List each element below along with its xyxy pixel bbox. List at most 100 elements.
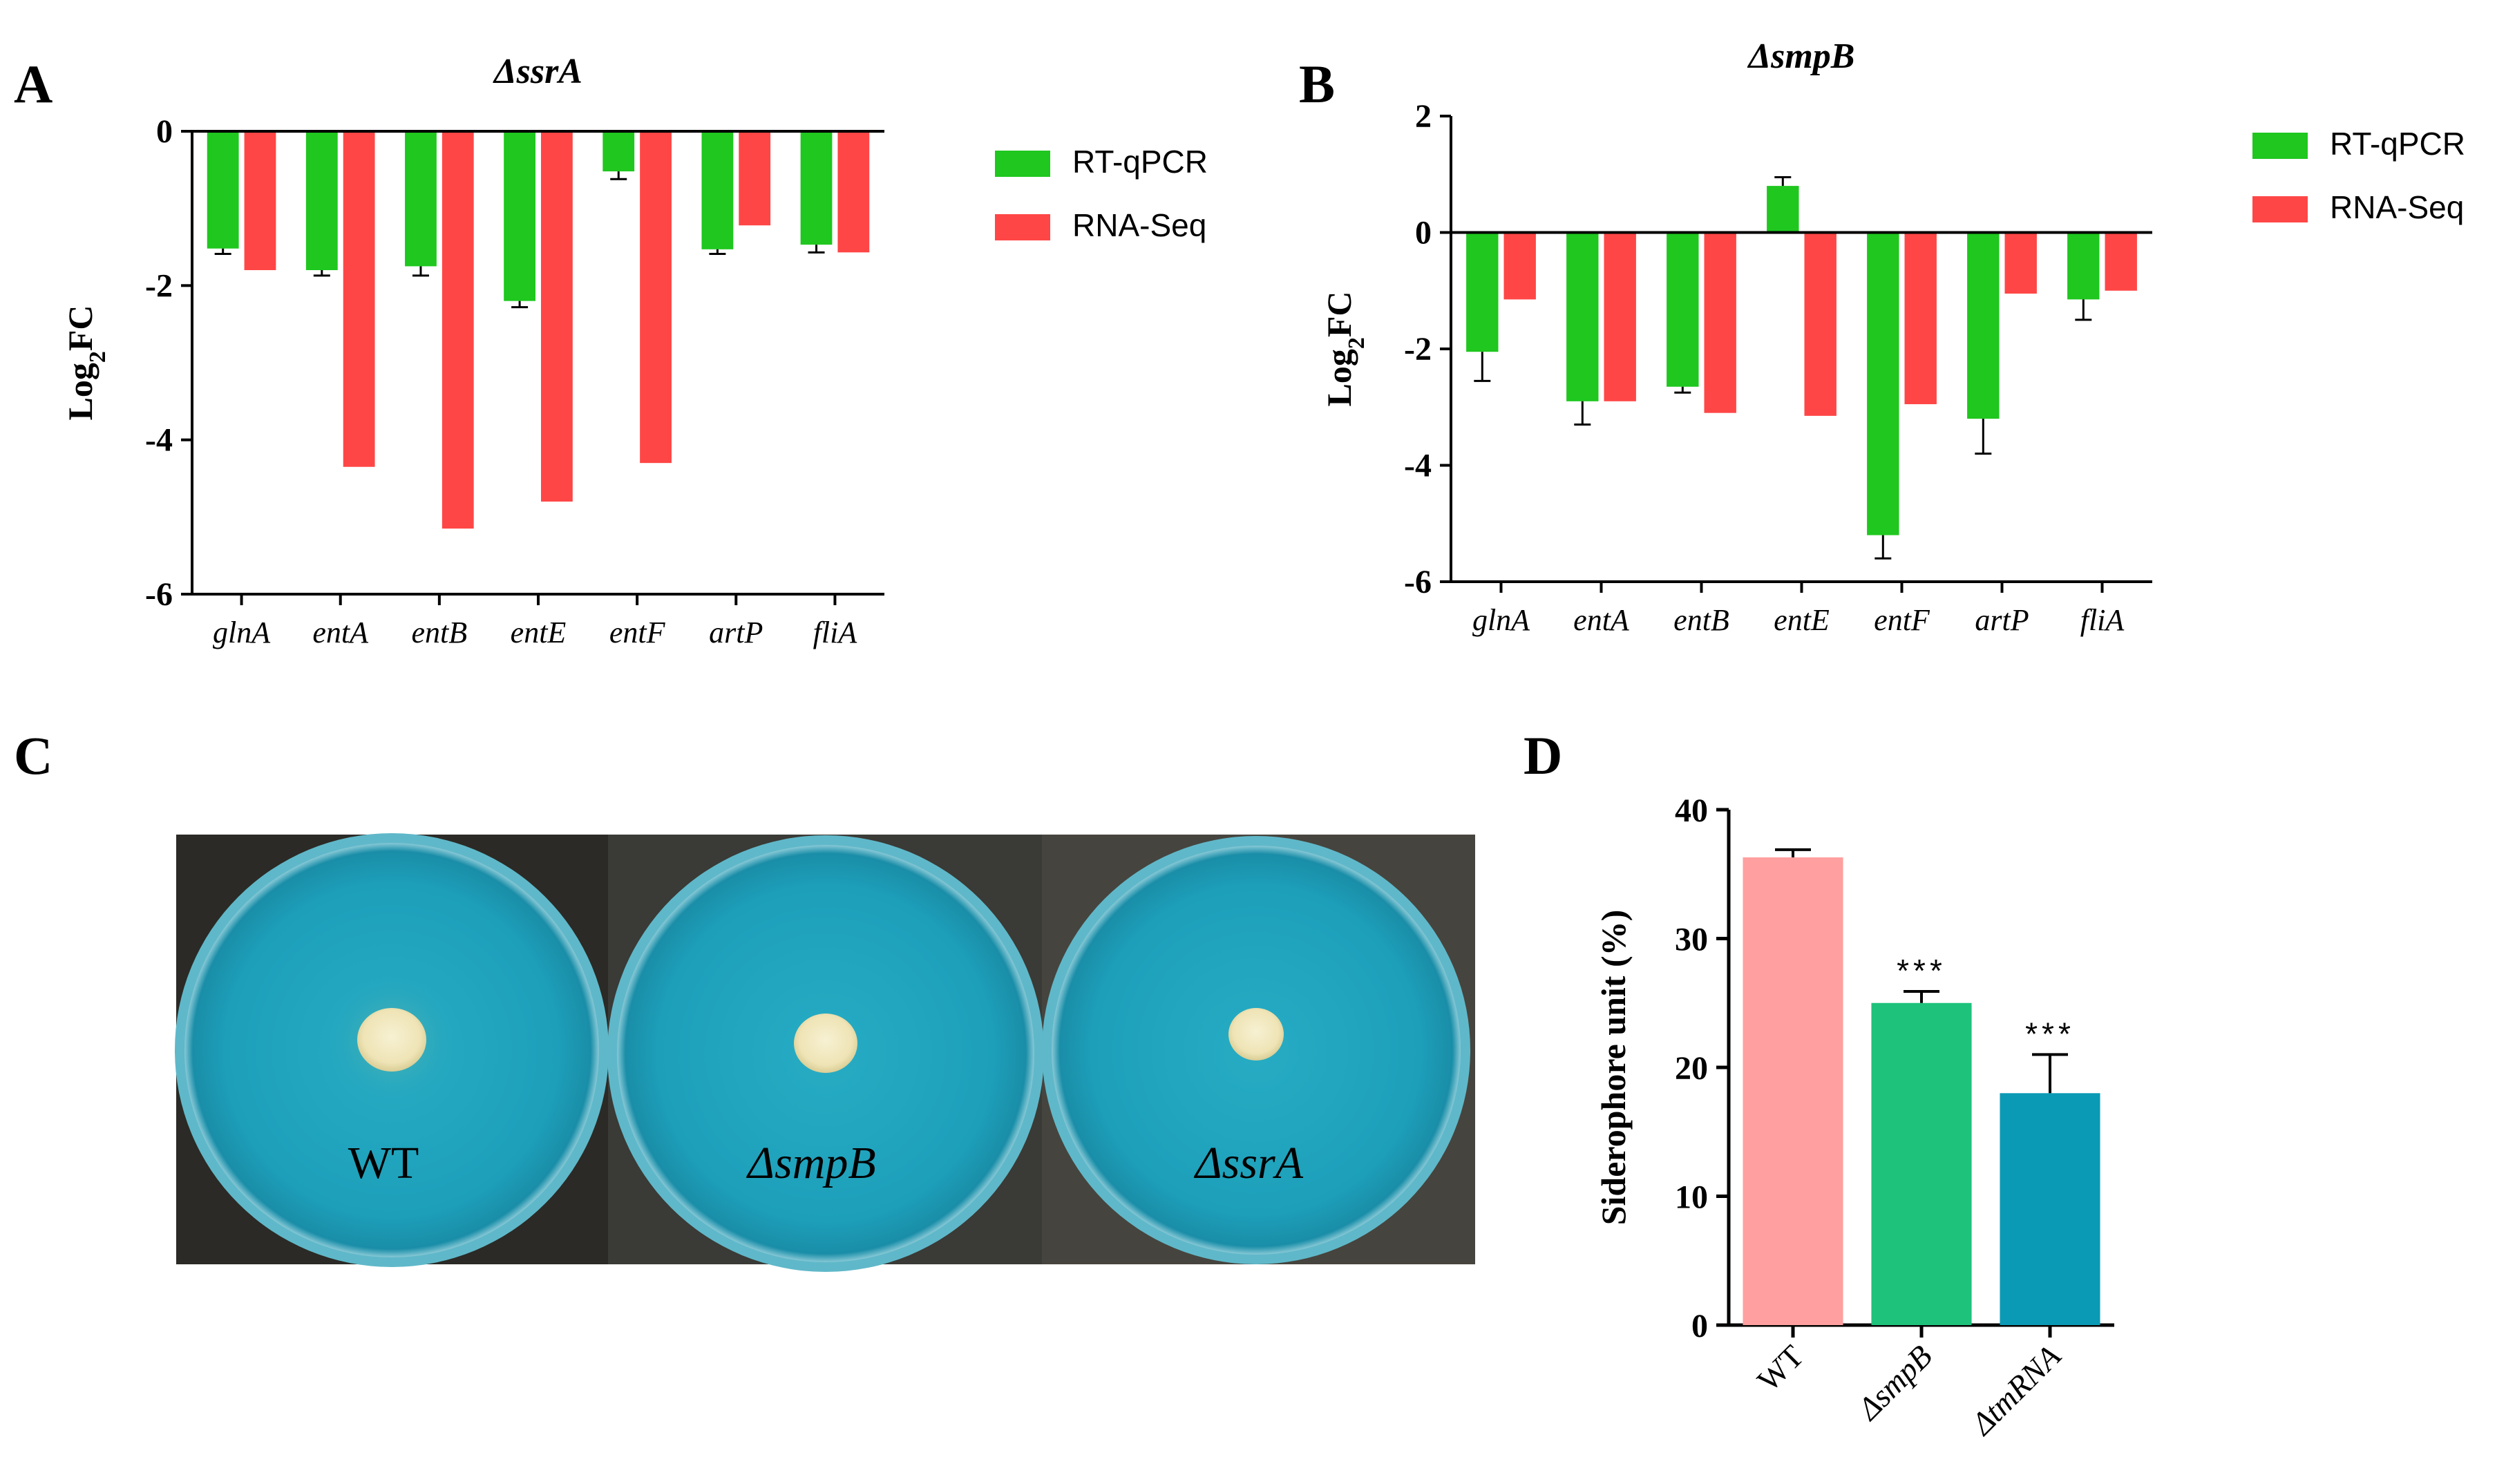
chart-b-x-tick-label-flia: fliA — [2080, 603, 2125, 637]
chart-b-y-axis-title-tail: FC — [1320, 291, 1358, 337]
chart-b-bar-rnaseq-flia — [2105, 232, 2137, 291]
chart-d-x-tick-label-1: ΔsmpB — [1850, 1338, 1939, 1427]
chart-b-legend-label-0: RT-qPCR — [2330, 126, 2465, 162]
chart-b-y-tick-label: -2 — [1404, 331, 1432, 368]
chart-a-y-tick-label: -2 — [145, 267, 173, 304]
plate-smpb-label: ΔsmpB — [746, 1138, 875, 1188]
chart-a-legend-label-1: RNA-Seq — [1072, 207, 1206, 243]
chart-b-bar-rtqpcr-enta — [1566, 232, 1599, 401]
chart-d-y-tick-label: 20 — [1675, 1050, 1708, 1087]
chart-b-bar-rnaseq-ente — [1804, 232, 1837, 416]
chart-d-bar-2 — [2000, 1093, 2100, 1325]
chart-b-bar-rnaseq-entb — [1704, 232, 1736, 413]
chart-a-y-tick-label: -4 — [145, 422, 173, 459]
panel-letter-c: C — [14, 725, 53, 786]
chart-a: ΔssrA 0 -2 -4 -6 Log2FC glnA entA entB entE entF ar… — [61, 52, 1208, 649]
chart-a-x-tick-label-entf: entF — [609, 616, 666, 649]
chart-a-y-axis-title: Log2FC — [61, 305, 111, 420]
chart-b-bar-rtqpcr-entf — [1867, 232, 1899, 535]
plate-ssra-label: ΔssrA — [1193, 1138, 1304, 1188]
chart-d-y-tick-label: 30 — [1675, 922, 1708, 958]
chart-a-legend-label-0: RT-qPCR — [1072, 144, 1208, 180]
chart-b-bar-rtqpcr-artp — [1967, 232, 2000, 419]
chart-a-y-tick-label: 0 — [156, 113, 173, 150]
panel-letter-b: B — [1299, 54, 1335, 114]
chart-d-x-tick-label-0: WT — [1750, 1338, 1810, 1398]
chart-b-bar-rtqpcr-glna — [1466, 232, 1499, 352]
chart-a-title: ΔssrA — [493, 52, 582, 91]
chart-a-bar-rnaseq-ente — [541, 131, 573, 502]
plate-smpb: ΔsmpB — [607, 835, 1044, 1272]
chart-a-x-tick-label-entb: entB — [412, 616, 468, 649]
chart-b-x-tick-label-artp: artP — [1975, 603, 2029, 637]
chart-d-y-axis-title: Siderophore unit (%) — [1594, 910, 1633, 1226]
chart-b-x-tick-label-enta: entA — [1573, 603, 1630, 637]
chart-b-bar-rnaseq-glna — [1503, 232, 1536, 300]
plate-wt-label: WT — [348, 1138, 419, 1188]
chart-b-bar-rtqpcr-entb — [1667, 232, 1699, 387]
chart-a-bar-rtqpcr-ente — [504, 131, 535, 301]
chart-a-bar-rtqpcr-enta — [305, 131, 338, 270]
chart-d: 0 10 20 30 40 Siderophore unit (%) WT *** ΔsmpB *… — [1594, 792, 2114, 1443]
chart-b-y-axis-title: Log2FC — [1320, 291, 1369, 406]
chart-a-bar-rtqpcr-glna — [207, 131, 239, 249]
chart-b-y-axis-title-main: Log — [1320, 349, 1358, 406]
chart-a-legend-swatch-1 — [995, 214, 1050, 240]
chart-d-bar-1 — [1871, 1002, 1972, 1325]
chart-d-significance-1: *** — [1897, 953, 1946, 989]
plate-ssra-colony — [1228, 1008, 1284, 1060]
chart-b-bar-rnaseq-artp — [2004, 232, 2037, 294]
chart-a-bar-rnaseq-glna — [244, 131, 276, 270]
chart-a-bar-rtqpcr-entb — [405, 131, 437, 267]
plate-ssra: ΔssrA — [1042, 836, 1470, 1264]
chart-a-y-axis-title-sub: 2 — [85, 351, 111, 363]
chart-b-title: ΔsmpB — [1747, 37, 1855, 76]
chart-a-bar-rnaseq-artp — [739, 131, 771, 226]
chart-a-bar-rnaseq-entb — [442, 131, 474, 529]
chart-b-x-tick-label-entf: entF — [1874, 603, 1930, 637]
chart-b-legend-swatch-1 — [2252, 196, 2308, 222]
chart-b-y-tick-label: 0 — [1415, 215, 1432, 251]
chart-a-bar-rtqpcr-entf — [602, 131, 635, 172]
chart-b-x-tick-label-entb: entB — [1673, 603, 1729, 637]
chart-b-y-tick-label: -4 — [1404, 448, 1432, 484]
chart-d-y-tick-label: 40 — [1675, 792, 1708, 829]
chart-a-y-tick-label: -6 — [145, 576, 173, 613]
chart-b-x-tick-label-ente: entE — [1774, 603, 1830, 637]
chart-a-x-tick-label-flia: fliA — [813, 616, 858, 649]
chart-a-legend-swatch-0 — [995, 151, 1050, 177]
chart-a-x-tick-label-glna: glnA — [213, 616, 271, 649]
chart-a-x-tick-label-ente: entE — [511, 616, 567, 649]
plate-wt-colony — [357, 1008, 426, 1072]
chart-b-legend-label-1: RNA-Seq — [2330, 189, 2464, 225]
chart-b-y-tick-label: 2 — [1415, 98, 1432, 135]
chart-d-y-tick-label: 10 — [1675, 1179, 1708, 1216]
plate-smpb-colony — [794, 1014, 857, 1073]
chart-b-legend-swatch-0 — [2252, 133, 2308, 159]
chart-b-y-tick-label: -6 — [1404, 564, 1432, 600]
chart-d-x-tick-label-2: ΔtmRNA — [1964, 1338, 2068, 1442]
chart-a-bar-rnaseq-flia — [837, 131, 870, 253]
plate-photo-panel: WT ΔsmpB ΔssrA — [175, 833, 1475, 1272]
chart-a-y-axis-title-tail: FC — [61, 305, 99, 351]
panel-letter-a: A — [14, 54, 53, 114]
chart-a-x-tick-label-enta: entA — [312, 616, 369, 649]
chart-d-bar-0 — [1743, 857, 1843, 1325]
chart-a-bar-rnaseq-entf — [640, 131, 672, 464]
chart-b-bar-rnaseq-enta — [1604, 232, 1636, 401]
chart-b-x-tick-label-glna: glnA — [1472, 603, 1530, 637]
chart-a-y-axis-title-main: Log — [61, 363, 99, 420]
chart-a-bar-rtqpcr-flia — [800, 131, 833, 245]
chart-a-bar-rtqpcr-artp — [701, 131, 734, 249]
chart-a-bar-rnaseq-enta — [343, 131, 375, 467]
chart-d-y-tick-label: 0 — [1691, 1308, 1708, 1344]
chart-b-bar-rnaseq-entf — [1904, 232, 1937, 405]
chart-d-significance-2: *** — [2025, 1016, 2075, 1052]
panel-letter-d: D — [1524, 725, 1562, 786]
chart-b-bar-rtqpcr-flia — [2067, 232, 2100, 300]
chart-a-x-tick-label-artp: artP — [709, 616, 763, 649]
plate-wt: WT — [175, 833, 609, 1267]
chart-b-y-axis-title-sub: 2 — [1344, 337, 1369, 349]
